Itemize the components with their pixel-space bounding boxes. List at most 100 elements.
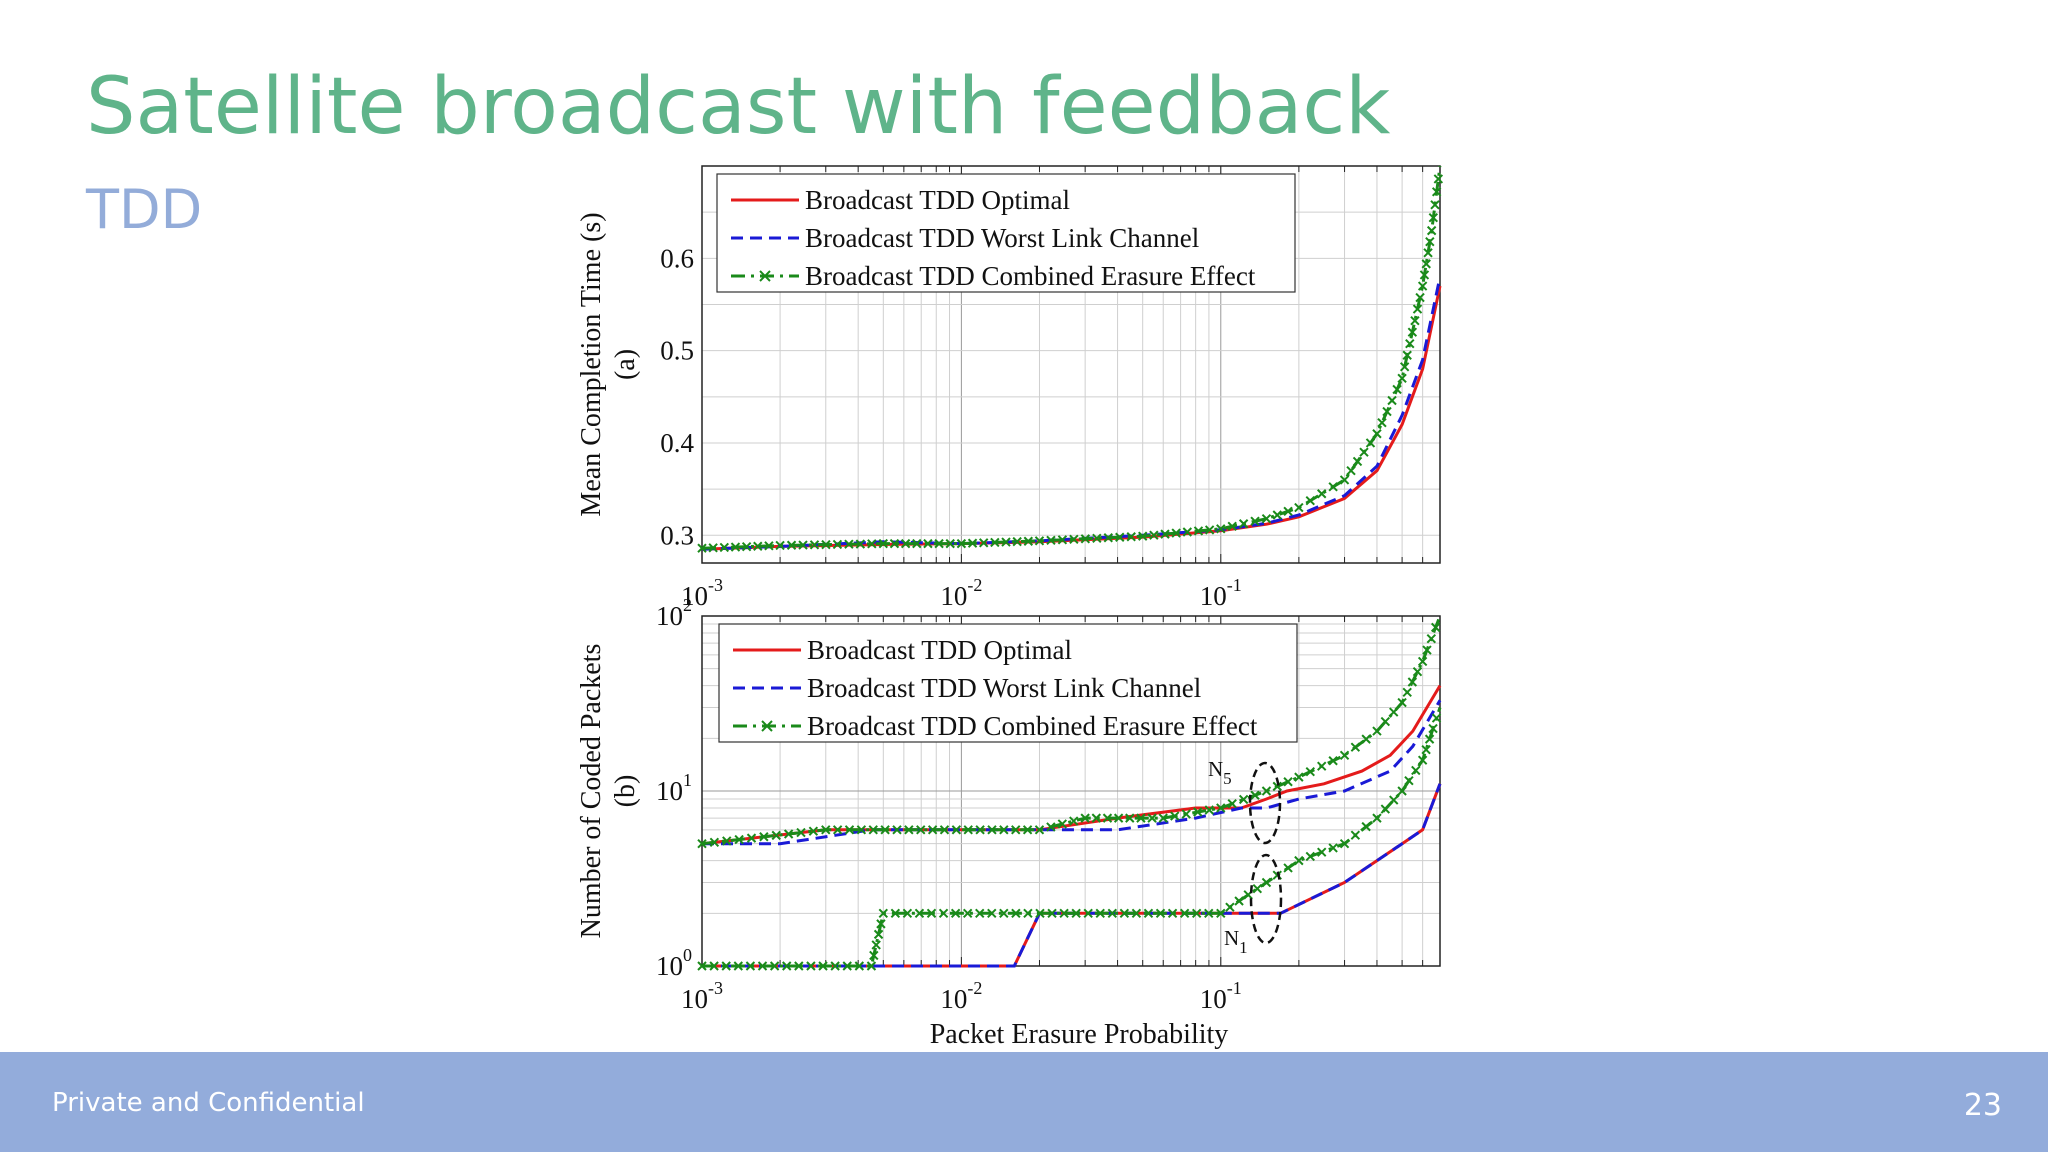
- series-marker: [878, 908, 889, 919]
- series-marker: [1305, 851, 1315, 862]
- series-marker: [1430, 622, 1441, 633]
- series-marker: [741, 541, 752, 552]
- series-marker: [926, 908, 937, 919]
- series-marker: [1181, 809, 1191, 819]
- series-marker: [1380, 716, 1391, 727]
- series-marker: [900, 538, 911, 549]
- series-marker: [902, 908, 913, 919]
- series-marker: [1092, 533, 1102, 543]
- series-marker: [1425, 236, 1435, 247]
- series-marker: [1417, 281, 1428, 291]
- series-marker: [775, 540, 785, 551]
- y-axis-label: Number of Coded Packets: [576, 644, 607, 939]
- series-marker: [719, 542, 730, 553]
- series-marker: [855, 539, 866, 549]
- series-marker: [1080, 813, 1090, 823]
- series-marker: [1410, 315, 1420, 326]
- series-marker: [945, 538, 955, 549]
- series-marker: [806, 961, 816, 971]
- series-line: [702, 707, 1442, 968]
- series-marker: [1182, 527, 1193, 537]
- legend-entry: Broadcast TDD Worst Link Channel: [805, 223, 1199, 253]
- series-marker: [721, 961, 731, 971]
- series-marker: [999, 825, 1009, 835]
- series-marker: [1272, 510, 1282, 520]
- series-marker: [1119, 908, 1130, 919]
- series-marker: [939, 825, 950, 835]
- series-marker: [832, 825, 843, 835]
- series-marker: [1216, 803, 1226, 813]
- series-marker: [1102, 813, 1113, 823]
- series-marker: [844, 539, 854, 549]
- series-marker: [1328, 843, 1338, 853]
- series-marker: [1397, 786, 1407, 796]
- series-marker: [904, 825, 914, 835]
- series-marker: [1250, 790, 1260, 800]
- series-marker: [1387, 395, 1397, 406]
- series-marker: [871, 940, 881, 950]
- series-marker: [1422, 645, 1432, 655]
- legend-entry: Broadcast TDD Worst Link Channel: [807, 673, 1201, 703]
- series-marker: [1137, 531, 1148, 541]
- series-marker: [1238, 519, 1249, 529]
- series-marker: [873, 929, 884, 940]
- series-marker: [923, 538, 933, 549]
- series-marker: [1022, 825, 1033, 835]
- x-tick-label: 10-1: [1200, 575, 1242, 611]
- panel-label: (a): [610, 349, 641, 380]
- series-marker: [1424, 734, 1435, 744]
- slide-title: Satellite broadcast with feedback: [86, 62, 1391, 152]
- y-tick-label: 0.6: [660, 243, 694, 273]
- series-marker: [1155, 908, 1166, 919]
- series-marker: [1359, 447, 1369, 457]
- series-marker: [1047, 908, 1057, 919]
- series-marker: [1170, 811, 1180, 821]
- series-marker: [745, 961, 756, 971]
- series-marker: [963, 825, 973, 835]
- footer-bar: Private and Confidential 23: [0, 1052, 2048, 1152]
- series-marker: [809, 540, 820, 550]
- series-marker: [956, 538, 967, 549]
- series-marker: [818, 961, 828, 971]
- series-marker: [1294, 772, 1304, 782]
- series-marker: [734, 834, 744, 845]
- series-marker: [697, 961, 707, 971]
- series-marker: [934, 538, 944, 549]
- series-marker: [1283, 506, 1293, 517]
- x-tick-label: 10-3: [681, 978, 723, 1014]
- series-marker: [1167, 908, 1178, 919]
- chart-panel-a: 0.3 0.4 0.5 0.6 Mean Completion Time (s) (a) B…: [576, 165, 1444, 564]
- series-marker: [1272, 781, 1282, 792]
- series-marker: [842, 961, 852, 971]
- series-marker: [1191, 908, 1202, 919]
- y-tick-label: 102: [656, 595, 692, 631]
- series-marker: [890, 908, 901, 919]
- series-marker: [832, 539, 843, 550]
- series-marker: [1317, 847, 1327, 857]
- series-marker: [1238, 794, 1249, 805]
- series-marker: [1365, 438, 1376, 448]
- series-marker: [867, 539, 877, 549]
- series-marker: [1352, 456, 1363, 467]
- series-marker: [1083, 908, 1093, 919]
- series-marker: [1216, 524, 1226, 534]
- series-marker: [999, 908, 1009, 919]
- series-marker: [1080, 534, 1091, 544]
- series-marker: [1131, 908, 1142, 919]
- series-marker: [786, 540, 797, 550]
- series-marker: [753, 541, 763, 551]
- series-marker: [1069, 816, 1079, 826]
- series-marker: [1328, 756, 1338, 766]
- series-marker: [1011, 908, 1021, 919]
- series-marker: [1350, 830, 1361, 840]
- series-marker: [892, 825, 902, 835]
- series-marker: [1179, 908, 1190, 919]
- series-marker: [1057, 535, 1068, 545]
- series-line: [702, 783, 1442, 968]
- legend-box: [718, 623, 1298, 743]
- series-line: [702, 783, 1442, 968]
- series-marker: [1115, 532, 1125, 542]
- series-marker: [1126, 532, 1136, 542]
- plot-frame: [701, 615, 1441, 967]
- series-marker: [1412, 667, 1423, 677]
